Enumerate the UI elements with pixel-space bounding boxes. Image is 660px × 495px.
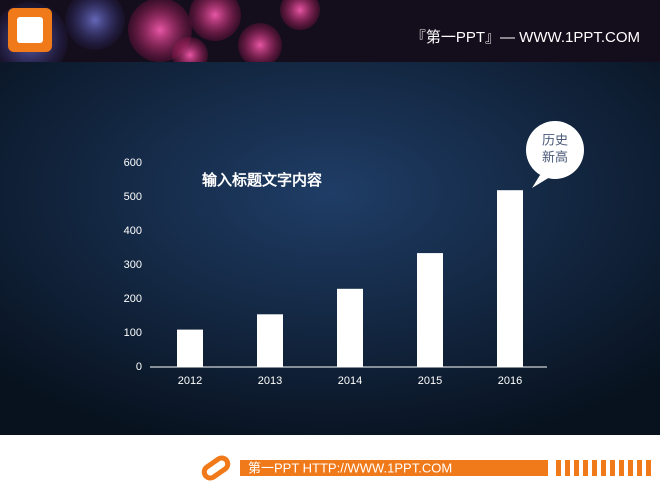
logo-inner [17,17,43,43]
y-tick-label: 0 [136,361,142,373]
chart-title: 输入标题文字内容 [202,171,322,189]
x-tick-label: 2014 [338,375,362,387]
bar [257,314,283,367]
callout-text: 新高 [542,149,568,164]
stripe [637,460,642,476]
footer-stripes [556,460,651,476]
stripe [583,460,588,476]
bar [497,190,523,367]
stripe [628,460,633,476]
y-tick-label: 600 [124,157,142,169]
footer-bar [240,460,548,476]
stripe [610,460,615,476]
y-tick-label: 200 [124,293,142,305]
content-area [0,62,660,435]
callout-text: 历史 [542,132,568,147]
y-tick-label: 400 [124,225,142,237]
stripe [565,460,570,476]
x-tick-label: 2016 [498,375,522,387]
header-brand: 『第一PPT』— WWW.1PPT.COM [411,28,640,46]
stripe [556,460,561,476]
y-tick-label: 500 [124,191,142,203]
bar [177,329,203,367]
callout [526,121,584,188]
stripe [601,460,606,476]
stripe [592,460,597,476]
y-tick-label: 300 [124,259,142,271]
x-tick-label: 2015 [418,375,442,387]
y-tick-label: 100 [124,327,142,339]
stripe [619,460,624,476]
bar [337,288,363,367]
stripe [574,460,579,476]
bar [417,253,443,367]
footer-icon [201,455,231,481]
footer-text: 第一PPT HTTP://WWW.1PPT.COM [248,460,452,475]
x-tick-label: 2013 [258,375,282,387]
stripe [646,460,651,476]
x-tick-label: 2012 [178,375,202,387]
